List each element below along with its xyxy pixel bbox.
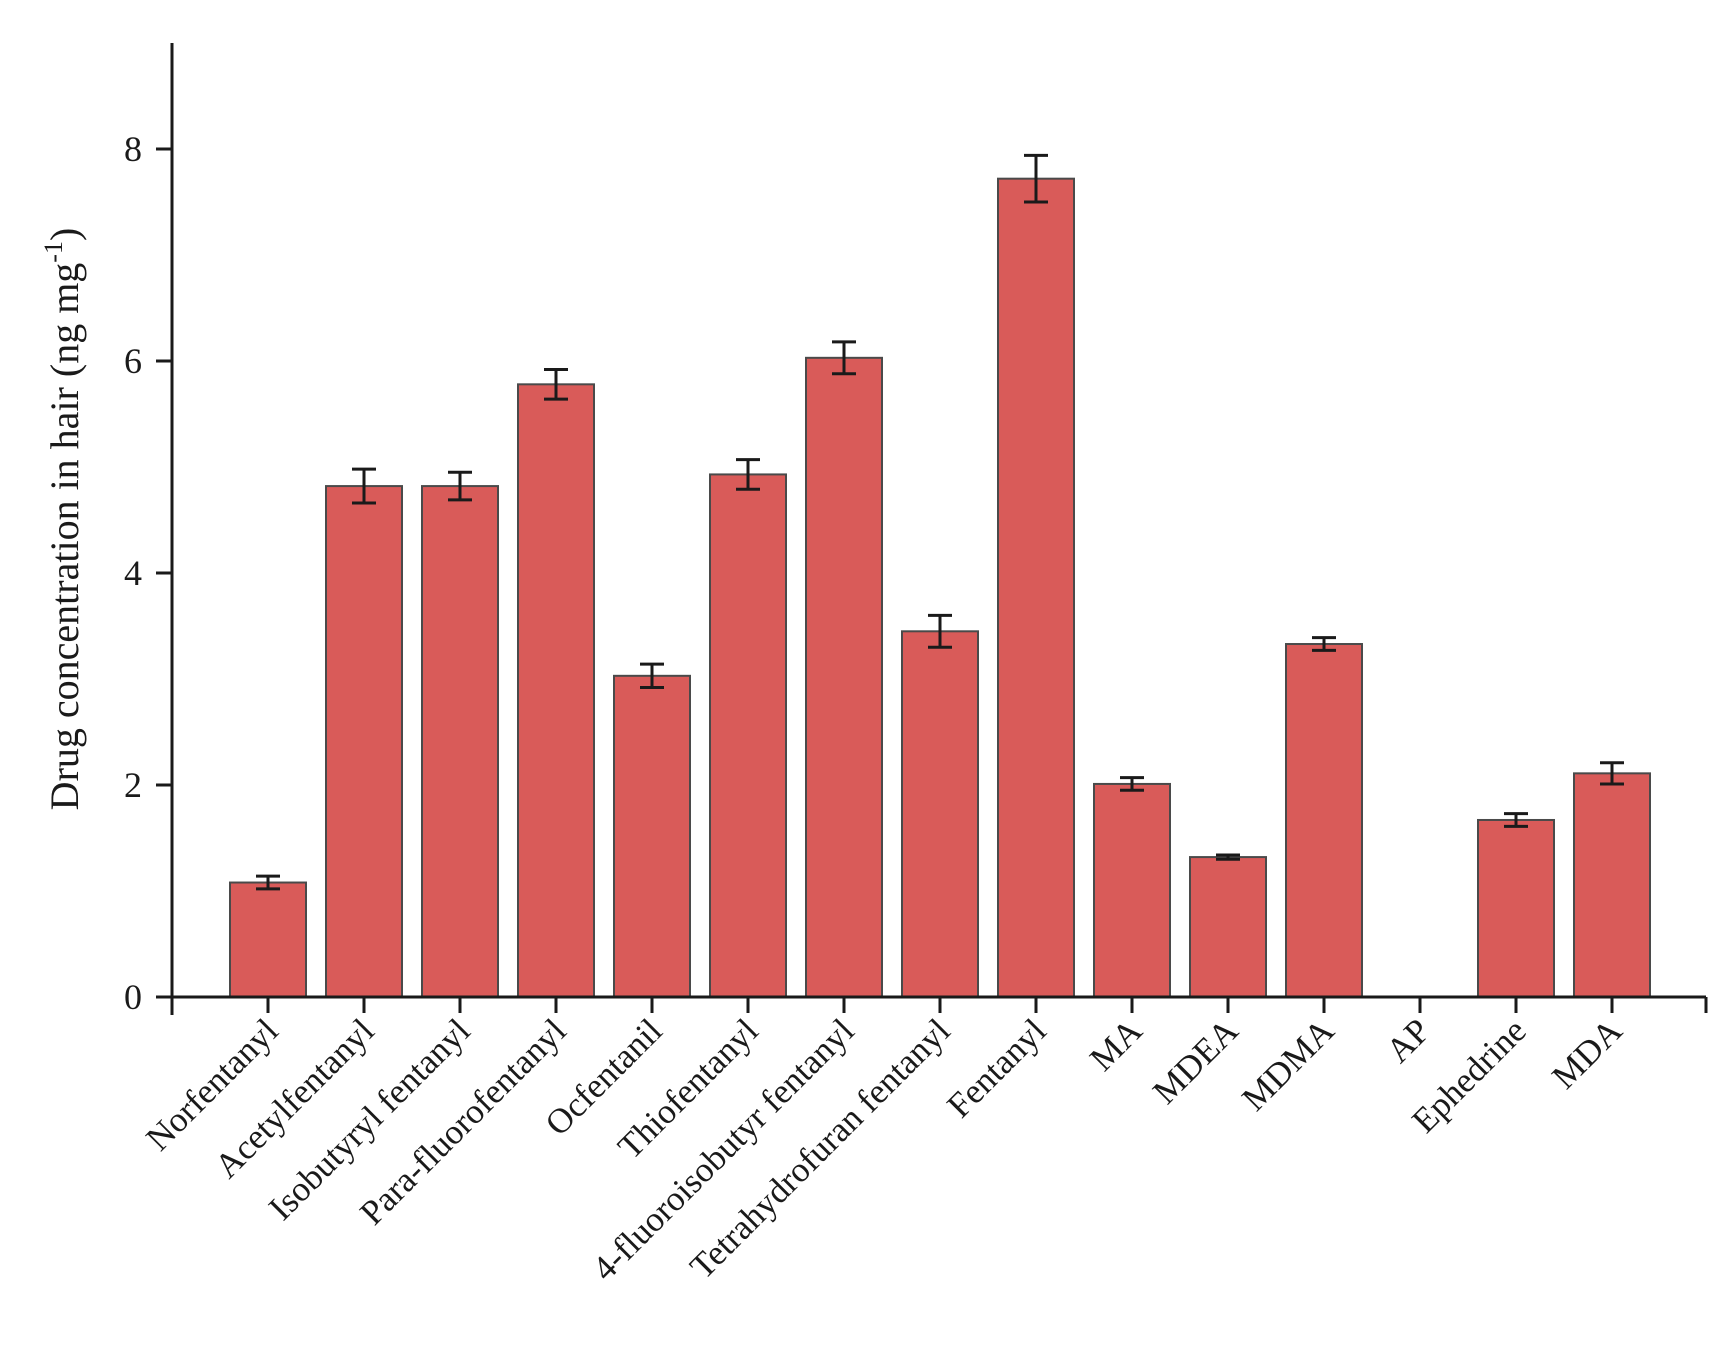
category-label-8: Fentanyl [939, 1011, 1053, 1125]
y-tick-label-3: 6 [124, 341, 142, 381]
category-label-11: MDMA [1234, 1011, 1342, 1119]
y-axis-title: Drug concentration in hair (ng mg-1) [39, 228, 87, 811]
error-bar-6 [832, 340, 856, 376]
bar-13 [1477, 818, 1555, 998]
error-bar-2 [448, 470, 472, 502]
bar-9 [1093, 782, 1171, 998]
error-bars-layer [256, 153, 1624, 891]
y-tick-label-1: 2 [124, 765, 142, 805]
y-axis-title-suffix: ) [42, 228, 87, 241]
axes-layer [156, 43, 1708, 1015]
error-bar-1 [352, 467, 376, 505]
category-label-9: MA [1082, 1011, 1150, 1079]
bar-6 [805, 356, 883, 998]
error-bar-10 [1216, 853, 1240, 861]
bar-2 [421, 485, 499, 998]
error-bar-5 [736, 458, 760, 491]
bar-3 [517, 383, 595, 998]
error-bar-8 [1024, 153, 1048, 204]
bar-8 [997, 177, 1075, 998]
error-bar-3 [544, 367, 568, 401]
error-bar-4 [640, 662, 664, 689]
error-bar-9 [1120, 776, 1144, 792]
y-tick-label-2: 4 [124, 553, 142, 593]
y-tick-label-4: 8 [124, 129, 142, 169]
y-axis-title-main: Drug concentration in hair (ng mg [42, 263, 87, 811]
y-axis-title-superscript: -1 [39, 241, 68, 263]
error-bar-7 [928, 613, 952, 649]
bars-layer [229, 177, 1651, 999]
category-label-12: AP [1378, 1011, 1437, 1070]
category-label-14: MDA [1544, 1011, 1630, 1097]
error-bar-14 [1600, 761, 1624, 786]
error-bar-13 [1504, 812, 1528, 828]
bar-1 [325, 485, 403, 998]
bar-14 [1573, 772, 1651, 999]
y-tick-label-0: 0 [124, 977, 142, 1017]
bar-11 [1285, 643, 1363, 999]
bar-4 [613, 674, 691, 998]
bar-7 [901, 630, 979, 998]
bar-5 [709, 473, 787, 999]
bar-0 [229, 881, 307, 999]
error-bar-11 [1312, 636, 1336, 652]
category-label-10: MDEA [1145, 1011, 1246, 1112]
error-bar-0 [256, 874, 280, 891]
bar-10 [1189, 856, 1267, 999]
